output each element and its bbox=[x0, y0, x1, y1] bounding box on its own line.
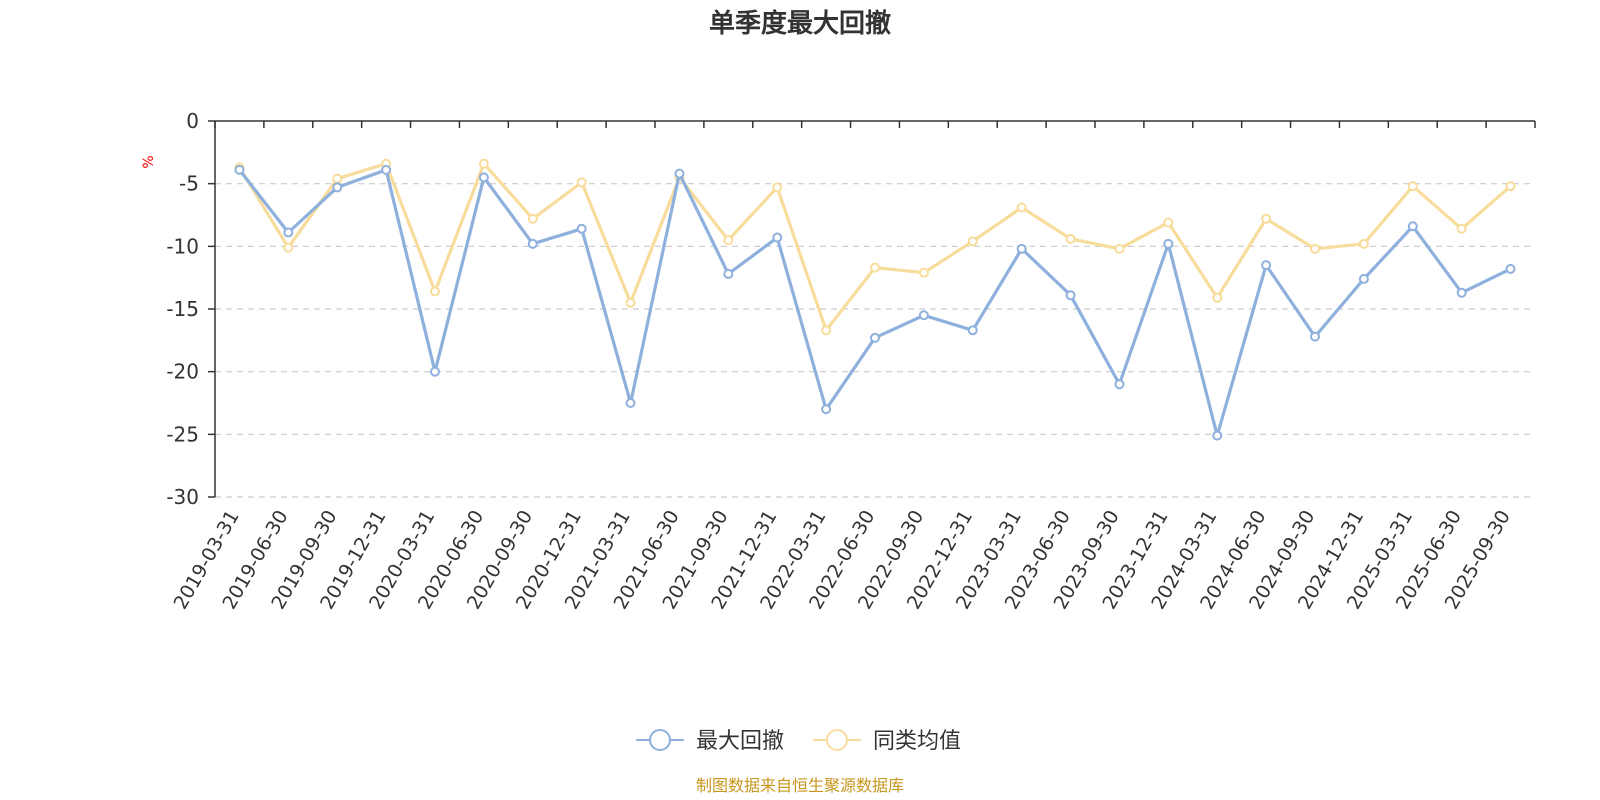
data-point[interactable] bbox=[772, 182, 783, 193]
data-point[interactable] bbox=[1505, 263, 1516, 274]
axes bbox=[208, 120, 1536, 498]
legend[interactable]: 最大回撤 同类均值 bbox=[636, 729, 961, 754]
data-point[interactable] bbox=[772, 232, 783, 243]
data-point[interactable] bbox=[1163, 217, 1174, 228]
data-point[interactable] bbox=[1261, 260, 1272, 271]
data-point[interactable] bbox=[283, 242, 294, 253]
source-note: 制图数据来自恒生聚源数据库 bbox=[696, 776, 904, 795]
data-point[interactable] bbox=[332, 182, 343, 193]
data-point[interactable] bbox=[1456, 287, 1467, 298]
data-point[interactable] bbox=[967, 236, 978, 247]
data-point[interactable] bbox=[870, 262, 880, 273]
legend-item-0[interactable]: 最大回撤 bbox=[636, 729, 784, 754]
chart-title: 单季度最大回撤 bbox=[709, 8, 891, 39]
data-point[interactable] bbox=[1016, 243, 1027, 254]
data-point[interactable] bbox=[1456, 223, 1467, 234]
data-point[interactable] bbox=[1163, 238, 1174, 249]
legend-label: 最大回撤 bbox=[696, 729, 784, 754]
data-point[interactable] bbox=[381, 164, 392, 175]
data-point[interactable] bbox=[1310, 243, 1320, 254]
series-line bbox=[238, 162, 1512, 332]
y-tick-label: -5 bbox=[179, 172, 199, 196]
data-point[interactable] bbox=[1016, 202, 1027, 213]
legend-marker-icon bbox=[826, 729, 848, 751]
legend-label: 同类均值 bbox=[873, 729, 961, 754]
series-lines bbox=[234, 158, 1516, 441]
data-point[interactable] bbox=[576, 223, 587, 234]
data-point[interactable] bbox=[527, 238, 538, 249]
y-tick-label: 0 bbox=[186, 109, 199, 133]
data-point[interactable] bbox=[674, 168, 685, 179]
y-tick-label: -25 bbox=[166, 422, 199, 446]
y-tick-label: -30 bbox=[166, 485, 199, 509]
data-point[interactable] bbox=[430, 366, 440, 377]
series-1 bbox=[234, 158, 1516, 336]
data-point[interactable] bbox=[430, 286, 440, 297]
data-point[interactable] bbox=[1114, 243, 1125, 254]
data-point[interactable] bbox=[1505, 181, 1516, 192]
data-point[interactable] bbox=[1310, 331, 1320, 342]
data-point[interactable] bbox=[1065, 233, 1076, 244]
data-point[interactable] bbox=[332, 173, 343, 184]
legend-item-1[interactable]: 同类均值 bbox=[813, 729, 961, 754]
data-point[interactable] bbox=[967, 325, 978, 336]
data-point[interactable] bbox=[1407, 221, 1418, 232]
data-point[interactable] bbox=[821, 404, 832, 415]
data-point[interactable] bbox=[1114, 379, 1125, 390]
data-point[interactable] bbox=[918, 310, 929, 321]
data-point[interactable] bbox=[723, 268, 734, 279]
data-point[interactable] bbox=[1212, 292, 1223, 303]
y-tick-labels: 0 -5 -10 -15 -20 -25 -30 bbox=[166, 109, 199, 509]
data-point[interactable] bbox=[625, 297, 636, 308]
data-point[interactable] bbox=[1212, 430, 1223, 441]
data-point[interactable] bbox=[821, 325, 832, 336]
y-tick-label: -20 bbox=[166, 360, 199, 384]
data-point[interactable] bbox=[283, 227, 294, 238]
data-point[interactable] bbox=[723, 235, 734, 246]
data-point[interactable] bbox=[234, 164, 245, 175]
data-point[interactable] bbox=[527, 213, 538, 224]
y-tick-label: -10 bbox=[166, 234, 199, 258]
data-point[interactable] bbox=[918, 267, 929, 278]
series-0 bbox=[234, 164, 1516, 441]
data-point[interactable] bbox=[625, 398, 636, 408]
x-tick-labels: 2019-03-312019-06-302019-09-302019-12-31… bbox=[170, 507, 1515, 614]
data-point[interactable] bbox=[576, 177, 587, 188]
data-point[interactable] bbox=[478, 158, 489, 169]
data-point[interactable] bbox=[478, 172, 489, 183]
data-point[interactable] bbox=[1065, 290, 1076, 301]
data-point[interactable] bbox=[1407, 181, 1418, 192]
y-axis-unit-label: % bbox=[141, 155, 157, 168]
data-point[interactable] bbox=[1358, 238, 1369, 249]
data-point[interactable] bbox=[870, 332, 880, 343]
data-point[interactable] bbox=[1358, 273, 1369, 284]
series-line bbox=[238, 168, 1512, 438]
legend-marker-icon bbox=[649, 729, 671, 751]
data-point[interactable] bbox=[1261, 213, 1272, 224]
y-tick-label: -15 bbox=[166, 297, 199, 321]
